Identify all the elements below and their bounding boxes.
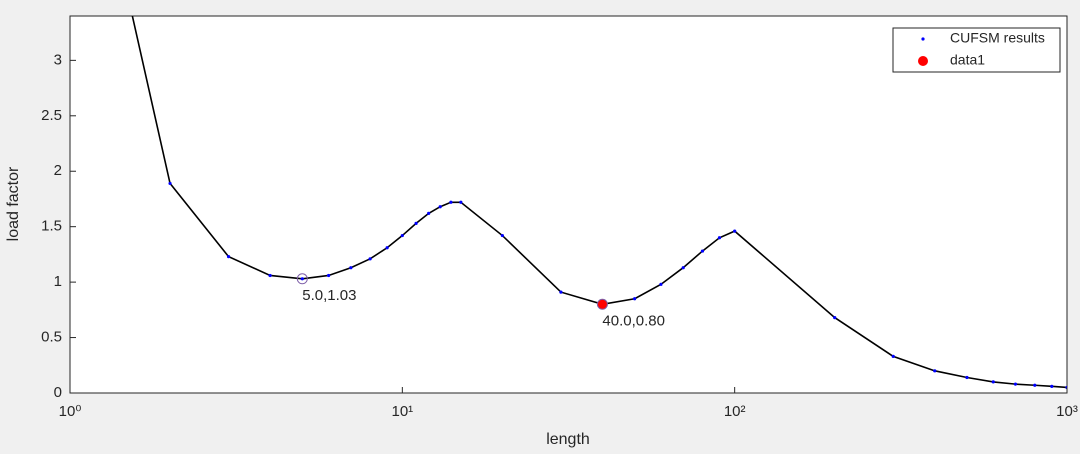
y-tick-label: 2.5 [41,107,62,124]
data-point [597,299,608,310]
data-point [400,233,404,238]
x-tick-label: 10⁰ [59,403,82,420]
data-point [833,316,837,320]
data-point [559,290,563,294]
data-point [965,375,969,380]
x-tick-label: 10² [724,403,746,420]
annotation-marker [296,273,308,285]
data-point [681,266,685,270]
plot-area [69,15,1068,394]
data-point [459,200,463,204]
data-point [733,229,737,233]
annotation: 5.0,1.03 [302,287,356,304]
y-tick-label: 1 [54,273,62,290]
data-point [933,369,937,373]
x-tick-label: 10¹ [391,403,413,420]
y-tick-label: 3 [54,51,62,68]
data-point [991,380,995,384]
data-point [427,211,431,215]
plot-content [131,16,1067,390]
data-point [349,266,353,270]
y-tick-label: 2 [54,162,62,179]
y-axis-label: load factor [5,166,22,241]
data-point [500,233,504,238]
data-point [300,277,304,281]
data-point [385,246,389,250]
data-point [717,236,722,240]
data-point [1050,384,1054,388]
y-tick-label: 1.5 [41,218,62,235]
data-point [633,297,637,301]
data-point [268,273,272,278]
annotation: 40.0,0.80 [602,312,665,329]
data-point [414,221,418,225]
legend-label: CUFSM results [950,30,1045,46]
x-axis-label: length [546,431,590,448]
x-tick-label: 10³ [1056,403,1078,420]
data-point [1013,382,1018,386]
data-point [700,249,705,253]
data-point [368,257,372,261]
data-point [168,181,172,186]
legend-marker [921,37,925,41]
data-point [891,354,895,359]
annotation-marker [596,298,608,310]
data-point [438,205,442,209]
data-point [1033,383,1037,387]
y-tick-label: 0.5 [41,329,62,346]
data-point [659,282,663,286]
data-point [327,273,331,278]
data-point [226,255,231,259]
legend-label: data1 [950,52,985,68]
y-tick-label: 0 [54,384,62,401]
data-point [449,200,453,204]
legend-marker [918,56,928,66]
